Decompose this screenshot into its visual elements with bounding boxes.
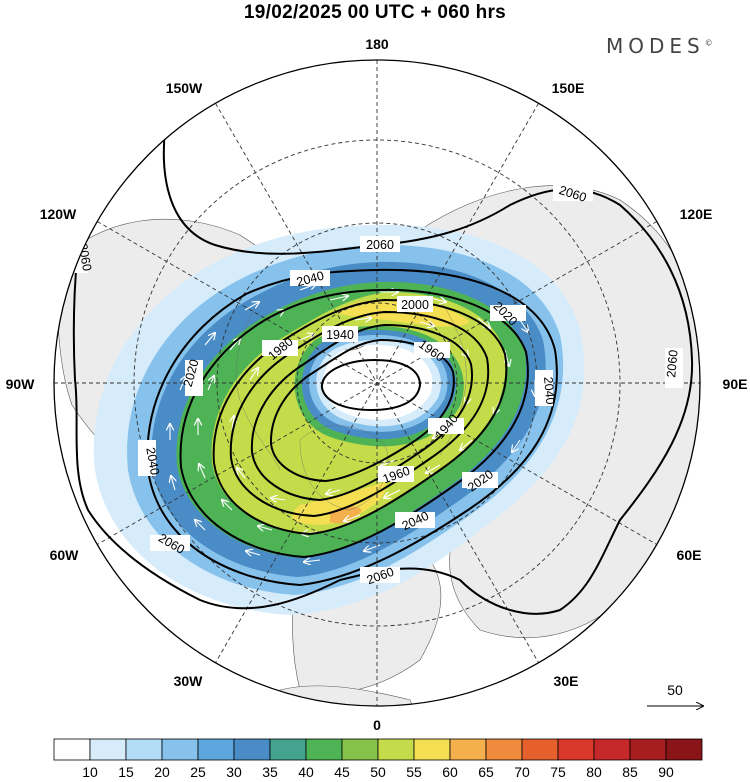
- colorbar-tick-label: 45: [334, 764, 350, 780]
- svg-text:2040: 2040: [295, 269, 326, 290]
- colorbar-swatch: [485, 738, 523, 761]
- lon-label-120e: 120E: [680, 206, 713, 222]
- contour-1960: [250, 323, 473, 502]
- lon-label-150e: 150E: [552, 80, 585, 96]
- colorbar-tick-label: 55: [406, 764, 422, 780]
- colorbar-tick-label: 60: [442, 764, 458, 780]
- brand-logo: MODES©: [606, 34, 713, 58]
- svg-text:2000: 2000: [401, 298, 429, 312]
- colorbar-swatch: [449, 738, 487, 761]
- brand-name: MODES: [606, 34, 705, 58]
- svg-text:2060: 2060: [366, 238, 394, 252]
- contour-label: 2060: [664, 348, 683, 388]
- colorbar-swatch: [557, 738, 595, 761]
- colorbar-tick-label: 80: [586, 764, 602, 780]
- svg-text:2060: 2060: [664, 349, 680, 378]
- colorbar: 10 15 20 25 30 35 40 45 50 55 60 65 70 75 80 85 90: [53, 738, 703, 780]
- lon-label-180: 180: [365, 36, 389, 52]
- colorbar-swatch: [269, 738, 307, 761]
- lon-label-30e: 30E: [554, 673, 579, 689]
- contour-label: 2060: [553, 183, 593, 205]
- colorbar-tick-label: 15: [118, 764, 134, 780]
- colorbar-tick-label: 20: [154, 764, 170, 780]
- colorbar-tick-label: 65: [478, 764, 494, 780]
- lon-label-60w: 60W: [50, 547, 80, 563]
- colorbar-tick-label: 30: [226, 764, 242, 780]
- colorbar-tick-label: 10: [82, 764, 98, 780]
- colorbar-swatch: [125, 738, 163, 761]
- colorbar-swatch: [377, 738, 415, 761]
- colorbar-swatch: [629, 738, 667, 761]
- colorbar-tick-label: 35: [262, 764, 278, 780]
- colorbar-tick-label: 75: [550, 764, 566, 780]
- colorbar-swatch: [665, 738, 703, 761]
- contour-label: 1940: [322, 326, 358, 342]
- contour-2060-east: [72, 229, 694, 615]
- colorbar-swatch: [341, 738, 379, 761]
- graticule: [54, 60, 700, 706]
- colorbar-tick-label: 25: [190, 764, 206, 780]
- lon-label-90e: 90E: [723, 376, 748, 392]
- contour-label: 2060: [360, 236, 400, 252]
- map-title: 19/02/2025 00 UTC + 060 hrs: [243, 2, 507, 23]
- shade-60b: [292, 482, 386, 525]
- colorbar-swatch: [521, 738, 559, 761]
- contour-2040: [146, 268, 558, 587]
- longitude-labels: 180 150E 120E 90E 60E 30E 0 30W 60W 90W …: [6, 36, 748, 733]
- contour-label: 2020: [181, 358, 203, 396]
- colorbar-swatch: [305, 738, 343, 761]
- colorbar-swatch: [197, 738, 235, 761]
- lon-label-0: 0: [373, 717, 381, 733]
- reference-vector-label: 50: [667, 682, 683, 698]
- contour-1940: [269, 338, 455, 483]
- contour-1920: [320, 358, 422, 412]
- lon-label-90w: 90W: [6, 376, 36, 392]
- contour-label: 2000: [397, 296, 433, 312]
- colorbar-tick-label: 85: [622, 764, 638, 780]
- colorbar-swatch: [233, 738, 271, 761]
- map-content: 2060 2060 2060 2060 2060 2060 2040 2040 …: [54, 60, 700, 706]
- contour-label: 2040: [535, 370, 557, 406]
- reference-vector: 50: [647, 682, 703, 706]
- contour-2020: [179, 288, 529, 559]
- contour-label: 2040: [138, 440, 162, 476]
- contour-label: 2060: [360, 565, 400, 587]
- colorbar-swatch: [413, 738, 451, 761]
- svg-text:1940: 1940: [326, 328, 354, 342]
- colorbar-tick-label: 70: [514, 764, 530, 780]
- contour-label: 2040: [290, 269, 330, 290]
- svg-text:2020: 2020: [181, 358, 202, 389]
- contour-label: 1960: [378, 464, 414, 486]
- colorbar-tick-label: 50: [370, 764, 386, 780]
- lon-label-60e: 60E: [677, 547, 702, 563]
- lon-label-30w: 30W: [174, 673, 204, 689]
- colorbar-swatch: [53, 738, 91, 761]
- map-border: [53, 59, 701, 707]
- height-contours: [72, 129, 694, 615]
- svg-text:2040: 2040: [541, 376, 557, 405]
- colorbar-swatch: [161, 738, 199, 761]
- lon-label-150w: 150W: [166, 80, 203, 96]
- colorbar-swatch: [593, 738, 631, 761]
- colorbar-tick-label: 40: [298, 764, 314, 780]
- lon-label-120w: 120W: [40, 206, 77, 222]
- colorbar-tick-label: 90: [658, 764, 674, 780]
- svg-text:2040: 2040: [143, 446, 162, 476]
- colorbar-swatch: [89, 738, 127, 761]
- contour-2060-west: [162, 129, 693, 361]
- copyright-mark: ©: [704, 38, 713, 48]
